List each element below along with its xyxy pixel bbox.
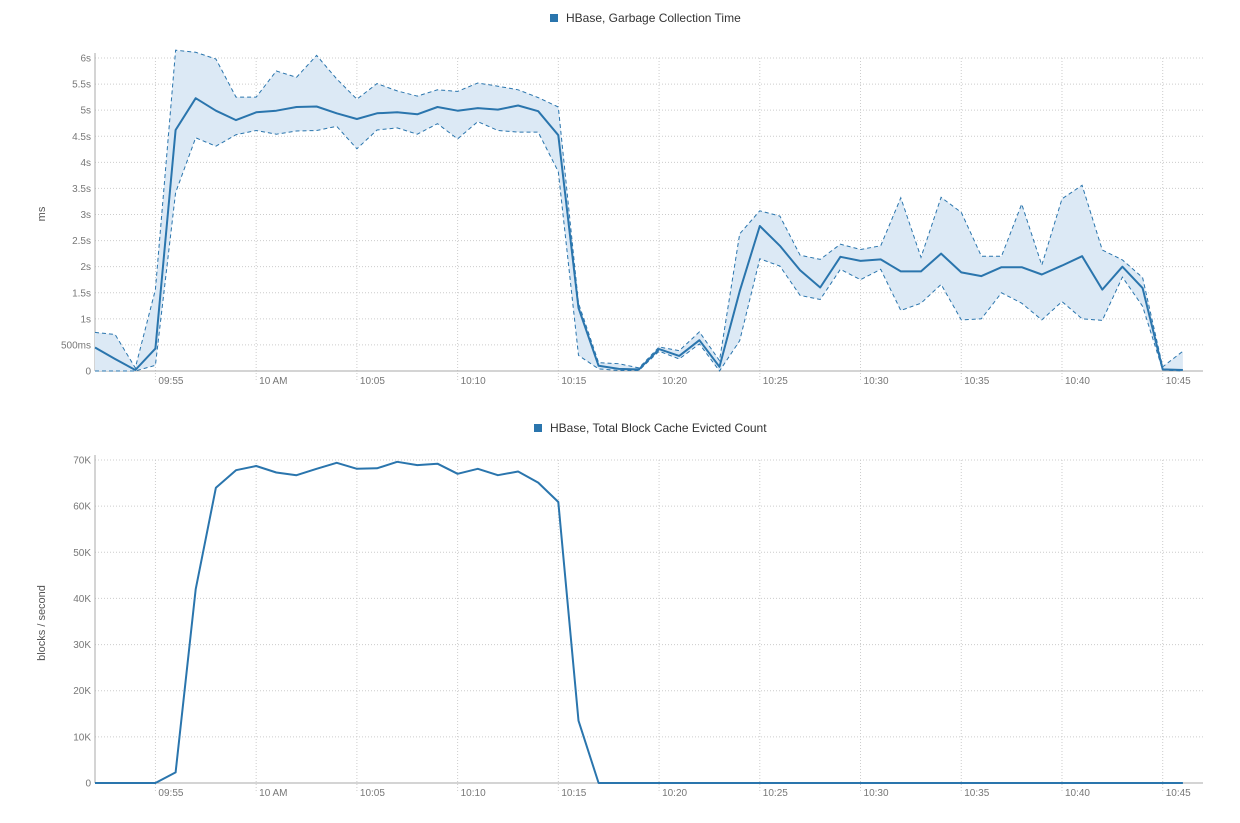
gc-y-tick-labels: 0 500ms 1s 1.5s 2s 2.5s 3s 3.5s 4s 4.5s 5s 5.5s 6s bbox=[61, 54, 91, 378]
gc-y-tick-label: 0 bbox=[85, 367, 91, 378]
gc-legend-label: HBase, Garbage Collection Time bbox=[566, 11, 741, 25]
gc-x-tick-label: 09:55 bbox=[158, 376, 183, 387]
bc-legend[interactable]: HBase, Total Block Cache Evicted Count bbox=[534, 421, 767, 435]
bc-x-tick-label: 10:10 bbox=[461, 788, 486, 799]
gc-x-tick-label: 10:35 bbox=[964, 376, 989, 387]
bc-y-tick-label: 30K bbox=[73, 640, 91, 651]
gc-lower-bound-line bbox=[95, 121, 1183, 372]
gc-y-tick-label: 500ms bbox=[61, 340, 91, 351]
gc-y-tick-label: 4.5s bbox=[72, 132, 91, 143]
gc-y-tick-label: 3.5s bbox=[72, 184, 91, 195]
bc-x-tick-label: 10:20 bbox=[662, 788, 687, 799]
bc-y-tick-label: 60K bbox=[73, 502, 91, 513]
bc-x-tick-label: 10:05 bbox=[360, 788, 385, 799]
gc-y-tick-label: 5.5s bbox=[72, 80, 91, 91]
gc-y-tick-label: 2s bbox=[80, 262, 91, 273]
gc-y-tick-label: 1s bbox=[80, 314, 91, 325]
gc-y-tick-label: 6s bbox=[80, 54, 91, 65]
bc-y-tick-label: 70K bbox=[73, 456, 91, 467]
gc-x-tick-label: 10:30 bbox=[864, 376, 889, 387]
bc-x-tick-label: 10:15 bbox=[561, 788, 586, 799]
bc-y-tick-labels: 0 10K 20K 30K 40K 50K 60K 70K bbox=[73, 456, 91, 790]
gc-y-tick-label: 2.5s bbox=[72, 236, 91, 247]
gc-y-tick-label: 5s bbox=[80, 106, 91, 117]
gc-x-tick-label: 10:40 bbox=[1065, 376, 1090, 387]
gc-y-tick-label: 1.5s bbox=[72, 288, 91, 299]
gc-x-tick-labels: 09:55 10 AM 10:05 10:10 10:15 10:20 10:25 10:30… bbox=[158, 376, 1191, 387]
bc-gridlines bbox=[94, 455, 1203, 793]
gc-legend[interactable]: HBase, Garbage Collection Time bbox=[550, 11, 741, 25]
gc-x-tick-label: 10:20 bbox=[662, 376, 687, 387]
bc-x-tick-label: 09:55 bbox=[158, 788, 183, 799]
bc-y-tick-label: 10K bbox=[73, 732, 91, 743]
gc-y-tick-label: 4s bbox=[80, 158, 91, 169]
bc-y-tick-label: 50K bbox=[73, 548, 91, 559]
bc-x-tick-label: 10:25 bbox=[763, 788, 788, 799]
gc-series-line bbox=[94, 97, 1183, 371]
bc-y-tick-label: 0 bbox=[85, 779, 91, 790]
bc-series-line bbox=[95, 460, 1183, 784]
gc-x-tick-label: 10:45 bbox=[1166, 376, 1191, 387]
gc-x-tick-label: 10:05 bbox=[360, 376, 385, 387]
gc-upper-bound-line bbox=[94, 49, 1184, 370]
bc-y-axis-title: blocks / second bbox=[36, 585, 48, 661]
bc-x-tick-label: 10:35 bbox=[964, 788, 989, 799]
bc-x-tick-label: 10:45 bbox=[1166, 788, 1191, 799]
bc-x-tick-label: 10:40 bbox=[1065, 788, 1090, 799]
gc-time-chart: HBase, Garbage Collection Time ms 0 500ms… bbox=[36, 11, 1203, 387]
gc-legend-swatch bbox=[550, 14, 558, 22]
gc-x-tick-label: 10:25 bbox=[763, 376, 788, 387]
block-cache-chart: HBase, Total Block Cache Evicted Count b… bbox=[36, 421, 1203, 799]
gc-y-axis-title: ms bbox=[36, 206, 48, 221]
gc-x-tick-label: 10:15 bbox=[561, 376, 586, 387]
bc-y-tick-label: 40K bbox=[73, 594, 91, 605]
gc-gridlines bbox=[94, 53, 1203, 381]
bc-y-tick-label: 20K bbox=[73, 686, 91, 697]
bc-x-tick-label: 10:30 bbox=[864, 788, 889, 799]
bc-x-tick-label: 10 AM bbox=[259, 788, 287, 799]
gc-x-tick-label: 10:10 bbox=[461, 376, 486, 387]
bc-x-tick-labels: 09:55 10 AM 10:05 10:10 10:15 10:20 10:25 10:30… bbox=[158, 788, 1191, 799]
gc-x-tick-label: 10 AM bbox=[259, 376, 287, 387]
gc-y-tick-label: 3s bbox=[80, 210, 91, 221]
bc-series-marks[interactable] bbox=[95, 460, 1183, 784]
gc-series-marks[interactable] bbox=[94, 49, 1184, 372]
gc-range-band bbox=[95, 50, 1183, 371]
bc-legend-swatch bbox=[534, 424, 542, 432]
bc-legend-label: HBase, Total Block Cache Evicted Count bbox=[550, 421, 767, 435]
